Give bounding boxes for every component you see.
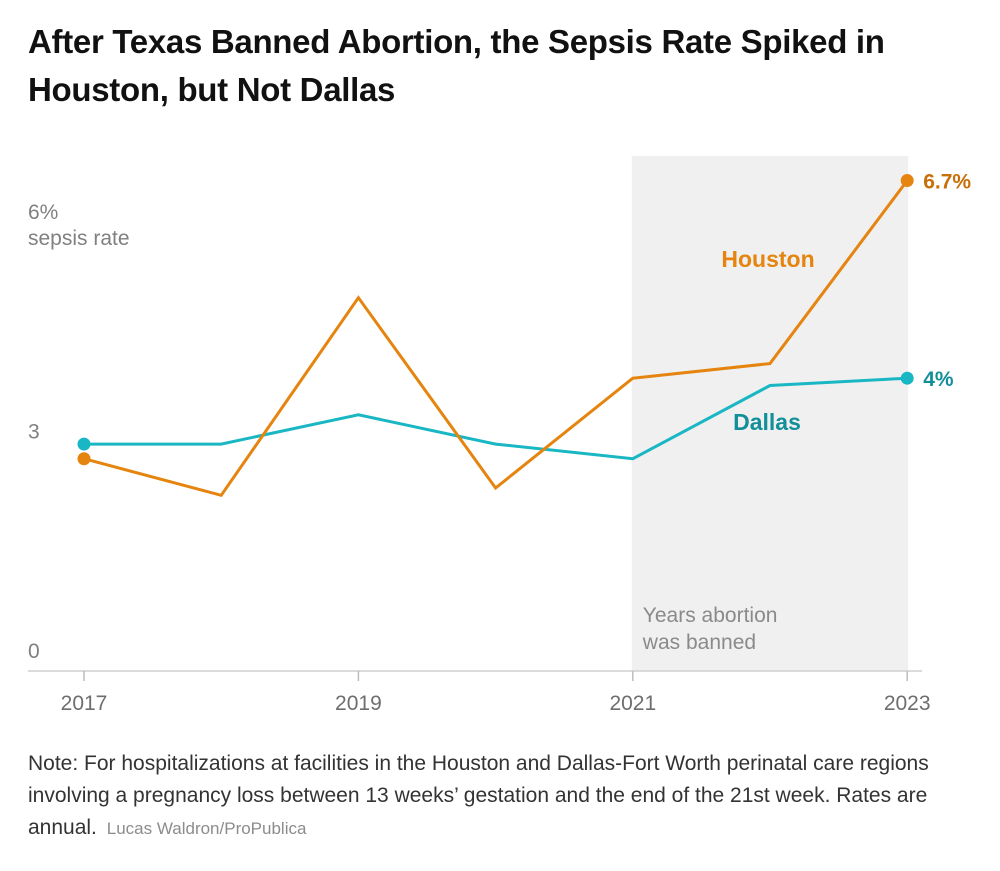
x-tick-label: 2019	[335, 692, 382, 715]
dallas-series-label: Dallas	[733, 409, 801, 435]
source-credit: Lucas Waldron/ProPublica	[106, 819, 307, 838]
dallas-end-value-label: 4%	[923, 368, 954, 391]
x-tick-label: 2017	[61, 692, 108, 715]
chart-title: After Texas Banned Abortion, the Sepsis …	[28, 23, 885, 108]
x-tick-label: 2023	[884, 692, 931, 715]
note-text: Note: For hospitalizations at facilities…	[28, 752, 929, 839]
houston-start-point	[77, 452, 91, 466]
y-axis-ticks: 0 3 6%	[28, 201, 58, 663]
y-tick-label: 0	[28, 640, 40, 663]
series-group	[77, 174, 914, 498]
dallas-line	[84, 376, 908, 461]
dallas-start-point	[77, 437, 91, 451]
ban-years-label-line2: was banned	[642, 631, 756, 654]
x-tick-label: 2021	[609, 692, 656, 715]
y-tick-label: 3	[28, 420, 40, 443]
houston-line	[83, 179, 909, 498]
x-axis-ticks: 2017 2019 2021 2023	[61, 671, 931, 715]
houston-series-label: Houston	[721, 246, 814, 272]
line-chart: 2017 2019 2021 2023 0 3 6% sepsis rate Years …	[28, 156, 971, 715]
y-tick-label: 6%	[28, 201, 58, 224]
ban-years-label-line1: Years abortion	[643, 604, 778, 627]
houston-end-point	[900, 174, 914, 188]
houston-end-value-label: 6.7%	[923, 171, 971, 194]
dallas-end-point	[900, 371, 914, 385]
chart-note: Note: For hospitalizations at facilities…	[28, 748, 968, 845]
y-axis-label: sepsis rate	[28, 227, 130, 250]
